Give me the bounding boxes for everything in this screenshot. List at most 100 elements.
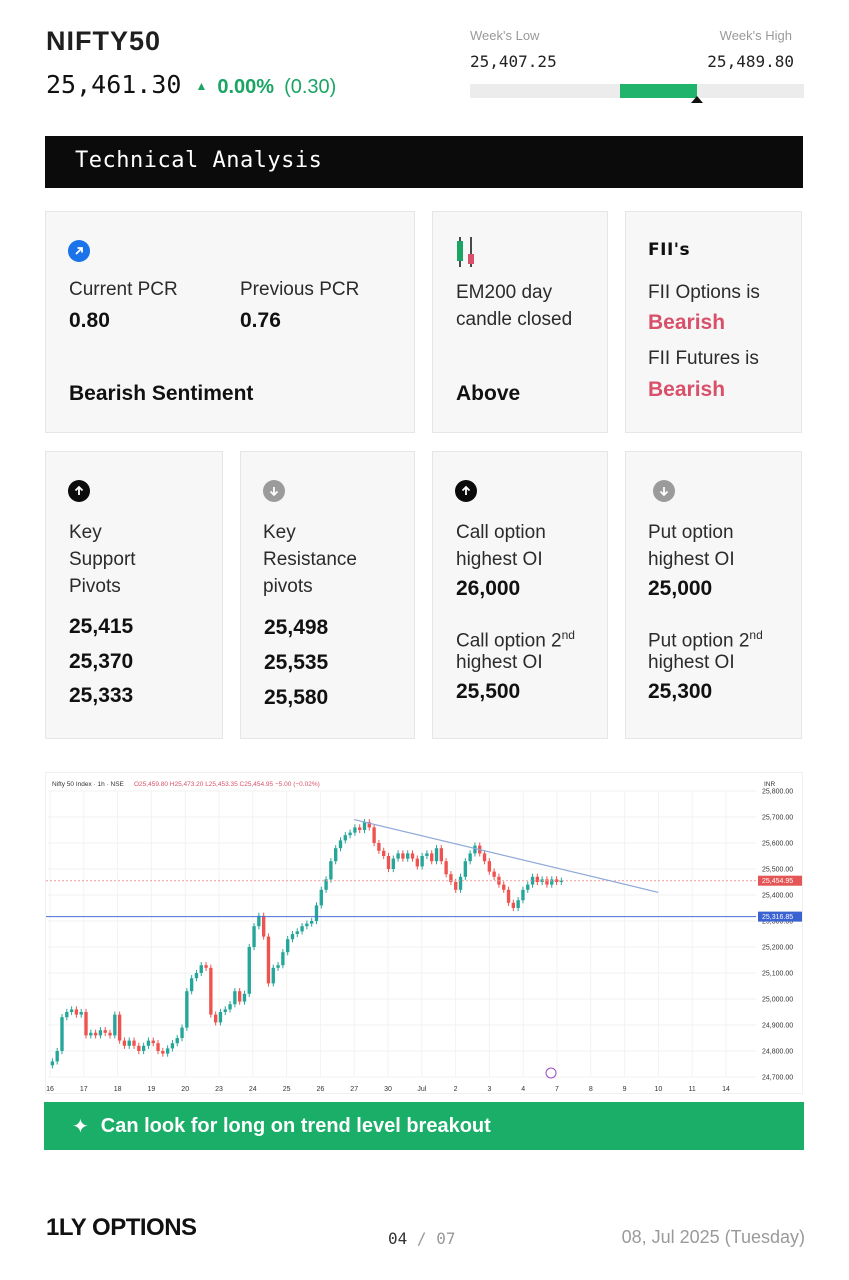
candle-body xyxy=(103,1030,107,1033)
x-tick-label: 27 xyxy=(350,1086,358,1093)
candle-body xyxy=(281,952,285,966)
resistance-card: Key Resistance pivots 25,498 25,535 25,5… xyxy=(240,451,415,739)
candle-body xyxy=(132,1040,136,1046)
candle-body xyxy=(353,827,357,833)
candle-body xyxy=(69,1009,74,1012)
candle-body xyxy=(367,822,371,828)
candle-body xyxy=(473,845,477,854)
week-low-label: Week's Low xyxy=(470,28,540,43)
candle-body xyxy=(209,967,213,1015)
candle-body xyxy=(401,853,405,859)
page-indicator: 04 / 07 xyxy=(388,1229,455,1248)
candle-body xyxy=(98,1030,103,1036)
candle-body xyxy=(285,939,290,953)
candle-body xyxy=(117,1014,122,1041)
candle-body xyxy=(60,1017,64,1051)
candle-body xyxy=(420,856,424,867)
x-tick-label: 2 xyxy=(454,1086,458,1093)
support-value-3: 25,333 xyxy=(69,684,134,707)
chart-header: Nifty 50 Index · 1h · NSE xyxy=(52,781,125,788)
candle-body xyxy=(439,848,444,862)
arrow-up-icon xyxy=(455,480,477,502)
candle-body xyxy=(122,1040,127,1046)
current-pcr-label: Current PCR xyxy=(69,279,178,300)
report-date: 08, Jul 2025 (Tuesday) xyxy=(621,1227,805,1247)
fii-options-label: FII Options is xyxy=(648,282,760,303)
candle-body xyxy=(358,827,362,830)
candle-body xyxy=(199,965,203,973)
current-pcr-value: 0.80 xyxy=(69,309,110,332)
candle-body xyxy=(305,923,309,927)
candle-body xyxy=(84,1012,88,1036)
fii-futures-label: FII Futures is xyxy=(648,348,759,369)
y-tick-label: 25,500.00 xyxy=(762,867,793,874)
sentiment-value: Bearish Sentiment xyxy=(69,382,254,405)
y-tick-label: 24,700.00 xyxy=(762,1075,793,1082)
candle-body xyxy=(165,1048,170,1054)
candle-body xyxy=(290,934,295,940)
candle-body xyxy=(334,848,338,862)
x-tick-label: 24 xyxy=(249,1086,257,1093)
candle-body xyxy=(170,1043,175,1049)
fii-futures-value: Bearish xyxy=(648,378,726,401)
chart-currency: INR xyxy=(764,781,776,788)
last-price-label: 25,454.95 xyxy=(762,878,793,885)
arrow-up-right-icon xyxy=(68,240,90,262)
support-value-2: 25,370 xyxy=(69,650,134,673)
resistance-label-3: pivots xyxy=(263,576,313,597)
candle-body xyxy=(141,1045,146,1051)
candle-body xyxy=(276,965,280,968)
candle-body xyxy=(113,1014,117,1036)
call-label-2: highest OI xyxy=(456,549,543,570)
sparkle-icon: ✦ xyxy=(72,1115,89,1138)
candle-body xyxy=(430,853,434,862)
ema-card: EM200 day candle closed Above xyxy=(432,211,608,433)
up-triangle-icon: ▲ xyxy=(195,79,208,93)
candle-body xyxy=(50,1061,55,1066)
candle-body xyxy=(65,1012,69,1018)
candle-body xyxy=(185,991,189,1028)
y-tick-label: 25,300.00 xyxy=(762,919,793,926)
price-chart: 24,700.00 24,800.00 24,900.00 25,000.00 25,1… xyxy=(45,772,803,1094)
candle-body xyxy=(194,973,199,979)
candle-body xyxy=(151,1040,155,1044)
candle-body xyxy=(257,915,261,927)
support-price-label: 25,316.85 xyxy=(762,914,793,921)
candle-body xyxy=(449,874,453,882)
candle-body xyxy=(502,884,506,890)
candle-body xyxy=(406,853,410,859)
candle-body xyxy=(300,926,304,932)
candle-body xyxy=(74,1009,79,1015)
x-tick-label: 14 xyxy=(722,1086,730,1093)
candle-body xyxy=(396,853,400,859)
support-card: Key Support Pivots 25,415 25,370 25,333 xyxy=(45,451,223,739)
trade-idea-banner: ✦ Can look for long on trend level break… xyxy=(44,1102,804,1150)
candlestick-chart: 24,700.00 24,800.00 24,900.00 25,000.00 25,1… xyxy=(46,781,802,1093)
candle-body xyxy=(324,879,328,890)
candle-body xyxy=(247,947,251,994)
last-price-tag xyxy=(758,875,802,886)
candle-body xyxy=(382,850,386,856)
put-value-2: 25,300 xyxy=(648,680,713,703)
call-second-sup: nd xyxy=(561,628,575,642)
event-marker-icon xyxy=(545,1067,557,1079)
y-tick-label: 25,800.00 xyxy=(762,789,793,796)
candle-body xyxy=(55,1051,59,1062)
candle-body xyxy=(348,832,352,836)
x-tick-label: 18 xyxy=(114,1086,122,1093)
candle-body xyxy=(550,879,554,885)
support-label-1: Key xyxy=(69,522,102,543)
candle-body xyxy=(554,879,559,882)
section-banner: Technical Analysis xyxy=(45,136,803,188)
y-tick-label: 24,800.00 xyxy=(762,1049,793,1056)
candle-body xyxy=(535,876,540,882)
candle-body xyxy=(343,835,347,841)
put-second-label-1: Put option 2nd xyxy=(648,622,763,654)
ema-label-line1: EM200 day xyxy=(456,282,553,303)
candle-body xyxy=(377,843,381,851)
x-tick-label: 23 xyxy=(215,1086,223,1093)
page-separator: / xyxy=(416,1229,427,1248)
candle-body xyxy=(228,1004,232,1010)
y-tick-label: 25,600.00 xyxy=(762,841,793,848)
candle-body xyxy=(204,965,208,968)
